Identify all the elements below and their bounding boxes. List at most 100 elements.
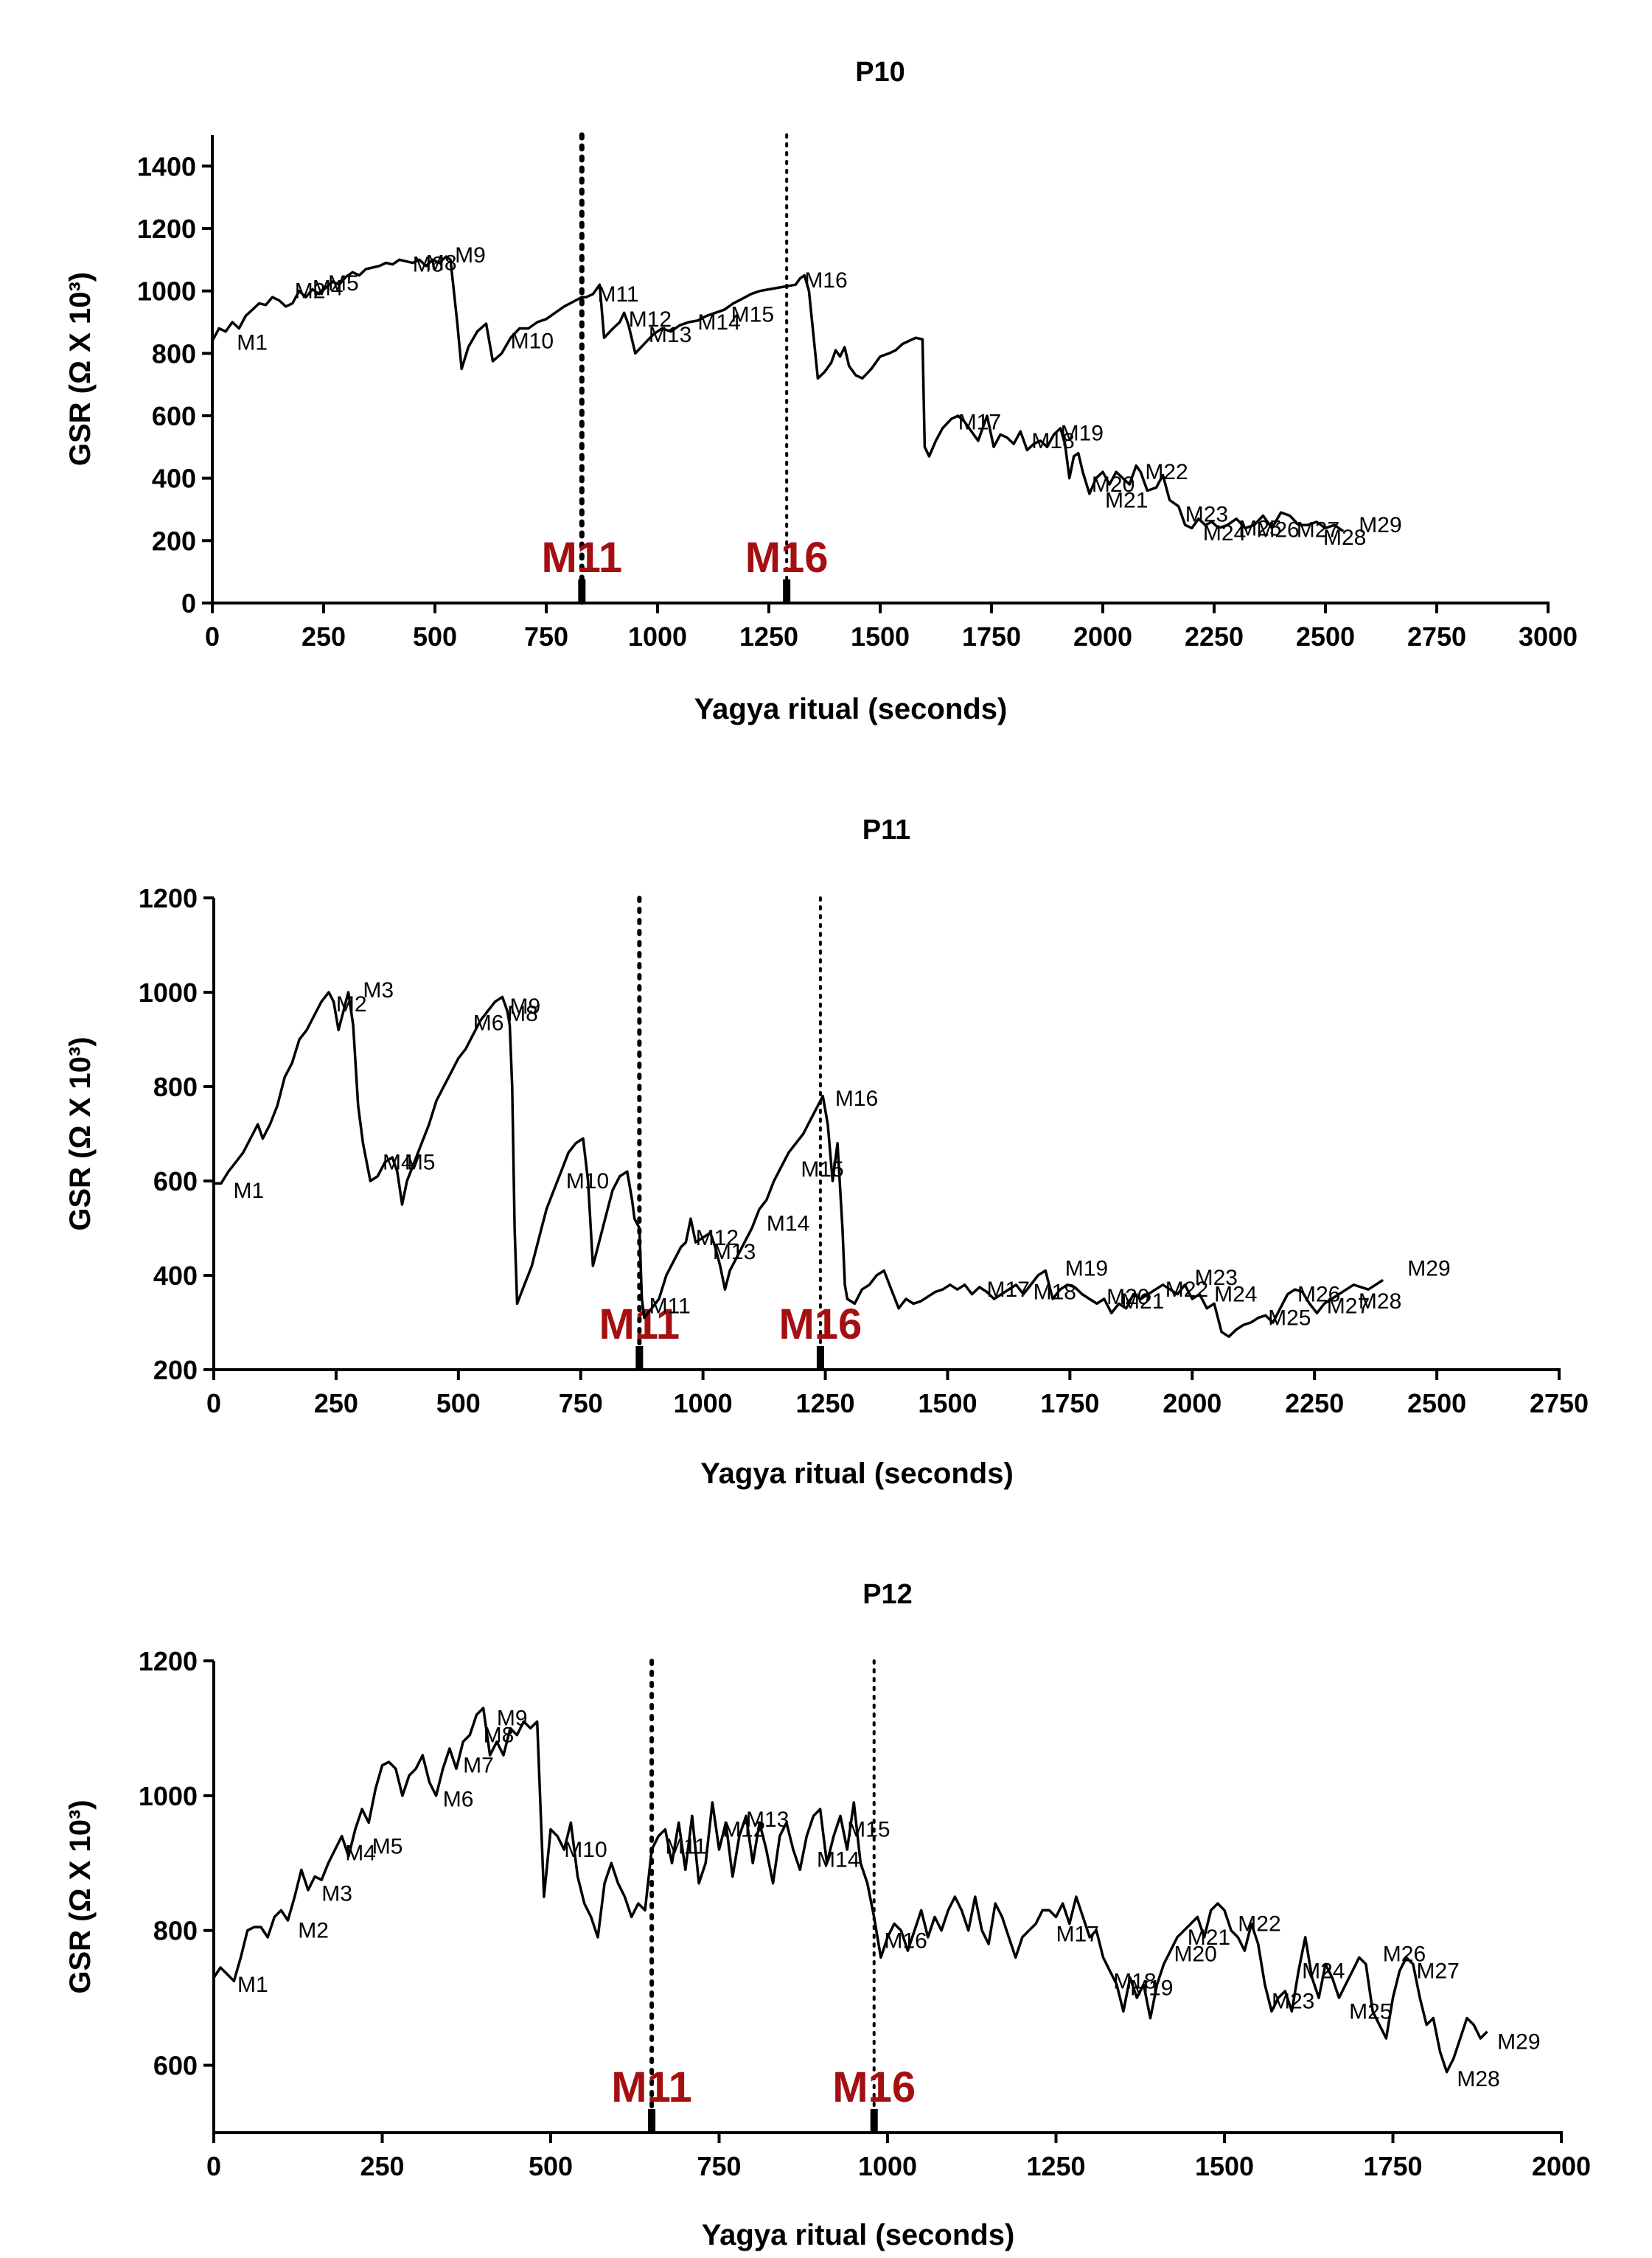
y-tick-label: 400	[153, 1261, 198, 1291]
x-tick-label: 1500	[1195, 2151, 1254, 2181]
x-tick-label: 2000	[1073, 621, 1132, 652]
y-tick-label: 1000	[137, 276, 196, 307]
annotation-label: M16	[884, 1928, 927, 1953]
annotation-label: M6	[443, 1787, 474, 1811]
annotation-label: M14	[767, 1212, 809, 1236]
x-tick-label: 0	[206, 1388, 221, 1418]
annotation-label: M20	[1174, 1942, 1216, 1967]
gsr-series-line	[211, 255, 1345, 533]
chart-title: P10	[855, 57, 905, 88]
x-tick-label: 750	[559, 1388, 603, 1418]
annotation-label: M28	[1457, 2067, 1499, 2091]
annotation-label: M1	[237, 1973, 268, 1997]
annotation-label: M4	[313, 276, 344, 300]
x-axis-title: Yagya ritual (seconds)	[700, 1457, 1014, 1490]
annotation-label: M15	[801, 1157, 843, 1182]
x-tick-label: 1000	[674, 1388, 733, 1418]
x-tick-label: 1250	[1026, 2151, 1085, 2181]
x-tick-label: 1500	[851, 621, 910, 652]
x-tick-label: 0	[206, 2151, 221, 2181]
annotation-label: M19	[1065, 1256, 1108, 1280]
annotation-label: M4	[383, 1150, 414, 1174]
annotation-label: M21	[1121, 1289, 1164, 1314]
annotation-label: M12	[696, 1226, 739, 1250]
annotation-label: M13	[649, 323, 691, 347]
marker-base-m16	[870, 2109, 878, 2133]
x-axis-title: Yagya ritual (seconds)	[702, 2219, 1015, 2251]
annotation-label: M12	[722, 1818, 765, 1842]
marker-base-m16	[783, 579, 791, 603]
x-tick-label: 1500	[918, 1388, 977, 1418]
annotation-label: M18	[1113, 1969, 1156, 1993]
y-tick-label: 600	[153, 1166, 198, 1196]
x-tick-label: 0	[205, 621, 220, 652]
annotation-label: M28	[1359, 1289, 1401, 1314]
annotation-label: M9	[497, 1707, 528, 1731]
annotation-label: M16	[835, 1087, 878, 1111]
x-tick-label: 2500	[1407, 1388, 1466, 1418]
annotation-label: M8	[426, 251, 457, 276]
annotation-label: M16	[804, 268, 847, 293]
marker-base-m11	[578, 579, 586, 603]
annotation-label: M17	[1056, 1922, 1099, 1946]
annotation-label: M26	[1383, 1942, 1426, 1967]
annotation-label: M22	[1145, 460, 1188, 484]
annotation-label: M11	[665, 1834, 706, 1858]
annotation-label: M20	[1092, 473, 1135, 497]
x-tick-label: 750	[524, 621, 568, 652]
annotation-label: M19	[1130, 1976, 1173, 2000]
x-tick-label: 2250	[1185, 621, 1244, 652]
annotation-label: M18	[1034, 1280, 1076, 1304]
annotation-label: M13	[713, 1240, 756, 1264]
x-tick-label: 1750	[962, 621, 1021, 652]
annotation-label: M3	[321, 1881, 352, 1906]
y-axis-title: GSR (Ω X 10³)	[64, 272, 97, 466]
y-tick-label: 1000	[139, 978, 198, 1008]
annotation-label: M8	[507, 1002, 538, 1026]
x-tick-label: 500	[529, 2151, 573, 2181]
marker-base-m11	[635, 1346, 644, 1370]
annotation-label: M9	[455, 243, 486, 268]
chart-svg-p12: P12 0 250 500 750 1000 1250 1500 1750 2000 600 800 1…	[64, 1579, 1591, 2251]
annotation-label: M23	[1272, 1990, 1314, 2014]
y-tick-label: 800	[153, 1916, 198, 1946]
annotation-label: M18	[1031, 429, 1074, 453]
annotation-label: M22	[1165, 1278, 1208, 1302]
x-tick-label: 2750	[1530, 1388, 1589, 1418]
y-tick-label: 600	[152, 401, 196, 431]
annotation-label: M6	[413, 253, 444, 277]
annotation-label: M25	[1238, 516, 1281, 540]
annotation-label: M27	[1327, 1294, 1370, 1319]
annotation-label: M7	[463, 1754, 494, 1778]
chart-panel-p12: P12 0 250 500 750 1000 1250 1500 1750 2000 600 800 1…	[0, 1519, 1652, 2256]
annotation-label: M14	[697, 310, 740, 335]
y-tick-label: 800	[152, 338, 196, 369]
marker-label-m16: M16	[778, 1300, 862, 1348]
y-tick-label: 200	[152, 526, 196, 556]
annotation-label: M13	[746, 1808, 789, 1832]
x-tick-label: 1250	[739, 621, 798, 652]
x-tick-label: 2750	[1407, 621, 1466, 652]
y-tick-label: 0	[181, 588, 196, 618]
annotation-label: M25	[1349, 1999, 1392, 2024]
annotation-label: M29	[1407, 1256, 1450, 1280]
gsr-series-line	[214, 991, 1384, 1338]
y-tick-label: 1200	[139, 883, 198, 913]
x-tick-label: 1000	[628, 621, 687, 652]
x-tick-label: 2500	[1296, 621, 1355, 652]
annotation-label: M24	[1302, 1959, 1345, 1984]
chart-panel-p10: P10 0 250 500 750 1000 1250 1500 1750 2000 2250 250…	[0, 0, 1652, 737]
chart-title: P11	[862, 815, 911, 846]
annotation-label: M15	[847, 1818, 890, 1842]
annotation-label: M4	[345, 1841, 376, 1866]
annotation-label: M25	[1268, 1306, 1311, 1331]
marker-base-m16	[816, 1346, 824, 1370]
annotation-label: M28	[1323, 526, 1366, 550]
annotation-label: M14	[817, 1848, 860, 1872]
x-tick-label: 2000	[1163, 1388, 1221, 1418]
x-tick-label: 1750	[1363, 2151, 1422, 2181]
annotation-label: M17	[987, 1278, 1030, 1302]
annotation-label: M21	[1105, 488, 1148, 512]
annotation-label: M5	[405, 1150, 436, 1174]
